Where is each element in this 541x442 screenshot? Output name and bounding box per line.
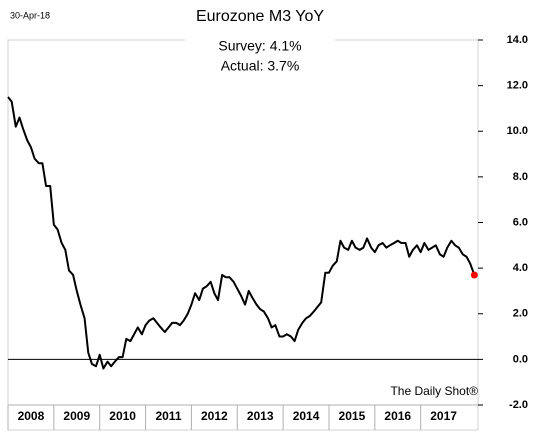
x-tick-label: 2008 [18, 409, 45, 423]
annotation: Survey: 4.1% [218, 38, 301, 54]
x-tick-label: 2012 [201, 409, 228, 423]
x-tick-label: 2010 [109, 409, 136, 423]
line-series [7, 96, 476, 370]
y-tick-label: 8.0 [513, 171, 528, 183]
y-tick-label: 4.0 [513, 262, 528, 274]
x-tick-label: 2013 [247, 409, 274, 423]
annotation: Actual: 3.7% [221, 58, 300, 74]
x-tick-label: 2015 [339, 409, 366, 423]
x-tick-label: 2014 [293, 409, 320, 423]
x-tick-label: 2016 [384, 409, 411, 423]
date-label: 30-Apr-18 [10, 10, 50, 20]
y-tick-label: 0.0 [513, 353, 528, 365]
y-tick-label: 2.0 [513, 308, 528, 320]
chart-title: Eurozone M3 YoY [196, 8, 324, 25]
y-tick-label: 6.0 [513, 216, 528, 228]
y-tick-label: 10.0 [507, 125, 528, 137]
y-tick-label: -2.0 [509, 399, 528, 411]
source-label: The Daily Shot® [390, 384, 478, 398]
y-tick-label: 14.0 [507, 34, 528, 46]
x-tick-label: 2017 [430, 409, 457, 423]
x-tick-label: 2009 [63, 409, 90, 423]
x-tick-label: 2011 [155, 409, 181, 423]
end-marker [470, 271, 478, 279]
annotation-box [185, 5, 335, 80]
y-tick-label: 12.0 [507, 80, 528, 92]
